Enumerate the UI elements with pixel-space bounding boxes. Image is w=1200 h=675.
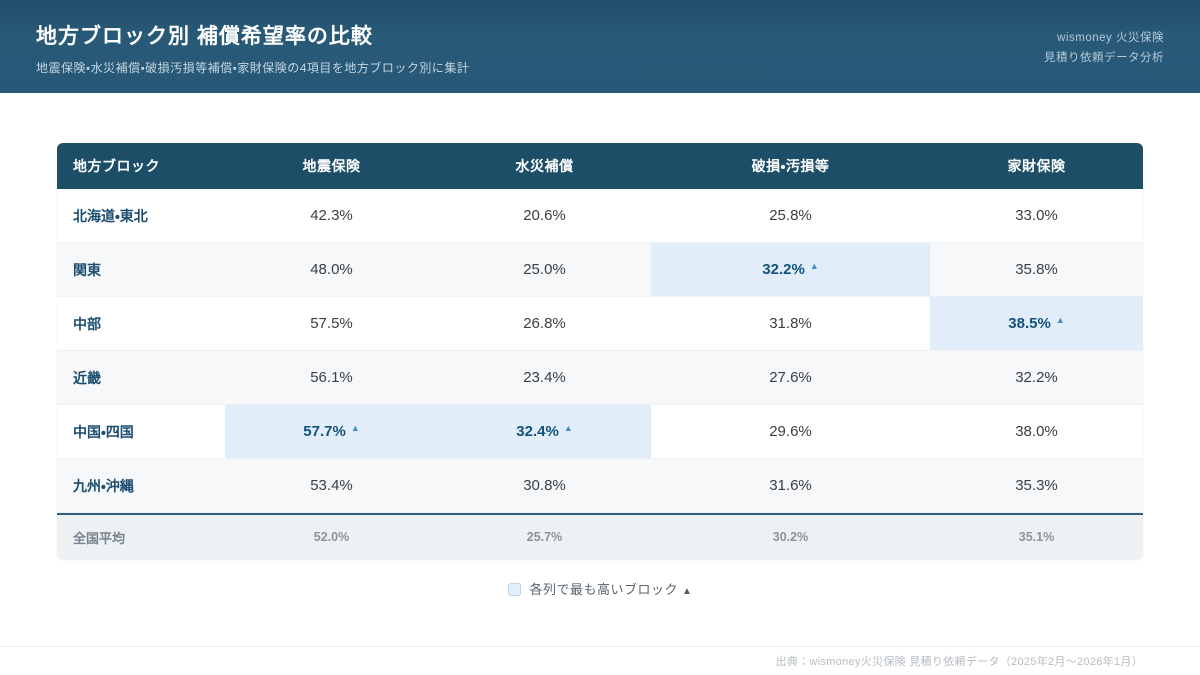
value-cell: 33.0% <box>930 189 1143 243</box>
column-header-breakage: 破損・汚損等 <box>651 143 930 189</box>
brand-line2: 見積り依頼データ分析 <box>1044 52 1164 65</box>
national-average-value: 52.0% <box>225 513 438 559</box>
value-text: 32.2% <box>762 261 805 278</box>
triangle-up-icon: ▲ <box>563 423 573 433</box>
highlight-swatch <box>507 583 521 596</box>
page-subtitle: 地震保険・水災補償・破損汚損等補償・家財保険の4項目を地方ブロック別に集計 <box>36 61 470 75</box>
column-header-contents: 家財保険 <box>930 143 1143 189</box>
table-row: 近畿 56.1% 23.4% 27.6% 32.2% <box>57 351 1143 405</box>
page-title: 地方ブロック別 補償希望率の比較 <box>36 25 373 48</box>
value-cell: 32.2% ▲ <box>651 243 930 297</box>
brand-label: wismoney 火災保険 見積り依頼データ分析 <box>1044 28 1164 68</box>
value-cell: 42.3% <box>225 189 438 243</box>
value-cell: 56.1% <box>225 351 438 405</box>
triangle-up-icon: ▲ <box>350 423 360 433</box>
region-cell: 中部 <box>57 297 225 351</box>
value-cell: 30.8% <box>438 459 651 513</box>
table-row: 関東 48.0% 25.0% 32.2% ▲ 35.8% <box>57 243 1143 297</box>
brand-line1: wismoney 火災保険 <box>1057 32 1164 44</box>
value-cell: 32.2% <box>930 351 1143 405</box>
value-cell: 25.8% <box>651 189 930 243</box>
column-header-quake: 地震保険 <box>225 143 438 189</box>
value-cell: 25.0% <box>438 243 651 297</box>
triangle-up-icon: ▲ <box>682 586 693 597</box>
value-cell: 53.4% <box>225 459 438 513</box>
value-cell: 23.4% <box>438 351 651 405</box>
value-cell: 26.8% <box>438 297 651 351</box>
table-body: 北海道・東北 42.3% 20.6% 25.8% 33.0% 関東 48.0% 25.0% 32… <box>57 189 1143 513</box>
value-text: 57.7% <box>303 423 346 440</box>
table-row: 北海道・東北 42.3% 20.6% 25.8% 33.0% <box>57 189 1143 243</box>
region-cell: 九州・沖縄 <box>57 459 225 513</box>
comparison-table: 地方ブロック 地震保険 水災補償 破損・汚損等 家財保険 北海道・東北 42.3%… <box>57 143 1143 559</box>
column-header-region: 地方ブロック <box>57 143 225 189</box>
region-cell: 中国・四国 <box>57 405 225 459</box>
national-average-value: 30.2% <box>651 513 930 559</box>
value-cell: 35.3% <box>930 459 1143 513</box>
table-row: 中部 57.5% 26.8% 31.8% 38.5% ▲ <box>57 297 1143 351</box>
table-card: 地方ブロック 地震保険 水災補償 破損・汚損等 家財保険 北海道・東北 42.3%… <box>57 143 1143 559</box>
national-average-row: 全国平均 52.0% 25.7% 30.2% 35.1% <box>57 513 1143 559</box>
legend: 各列で最も高いブロック ▲ <box>0 579 1200 598</box>
legend-label: 各列で最も高いブロック <box>529 582 679 597</box>
triangle-up-icon: ▲ <box>809 261 819 271</box>
divider <box>0 646 1200 647</box>
table-row: 中国・四国 57.7% ▲ 32.4% ▲ 29.6% 38.0% <box>57 405 1143 459</box>
source-note: 出典：wismoney火災保険 見積り依頼データ（2025年2月〜2026年1月… <box>775 656 1143 668</box>
value-cell: 20.6% <box>438 189 651 243</box>
value-cell: 32.4% ▲ <box>438 405 651 459</box>
national-average-value: 35.1% <box>930 513 1143 559</box>
header-banner: 地方ブロック別 補償希望率の比較 地震保険・水災補償・破損汚損等補償・家財保険の… <box>0 0 1200 93</box>
value-text: 38.5% <box>1008 315 1051 332</box>
value-cell: 38.5% ▲ <box>930 297 1143 351</box>
national-average-label: 全国平均 <box>57 513 225 559</box>
value-cell: 31.6% <box>651 459 930 513</box>
value-cell: 31.8% <box>651 297 930 351</box>
region-cell: 近畿 <box>57 351 225 405</box>
value-cell: 57.5% <box>225 297 438 351</box>
value-cell: 48.0% <box>225 243 438 297</box>
national-average-value: 25.7% <box>438 513 651 559</box>
region-cell: 北海道・東北 <box>57 189 225 243</box>
value-cell: 38.0% <box>930 405 1143 459</box>
value-cell: 35.8% <box>930 243 1143 297</box>
triangle-up-icon: ▲ <box>1055 315 1065 325</box>
value-cell: 27.6% <box>651 351 930 405</box>
table-header-row: 地方ブロック 地震保険 水災補償 破損・汚損等 家財保険 <box>57 143 1143 189</box>
value-cell: 29.6% <box>651 405 930 459</box>
column-header-flood: 水災補償 <box>438 143 651 189</box>
value-cell: 57.7% ▲ <box>225 405 438 459</box>
table-row: 九州・沖縄 53.4% 30.8% 31.6% 35.3% <box>57 459 1143 513</box>
region-cell: 関東 <box>57 243 225 297</box>
value-text: 32.4% <box>516 423 559 440</box>
